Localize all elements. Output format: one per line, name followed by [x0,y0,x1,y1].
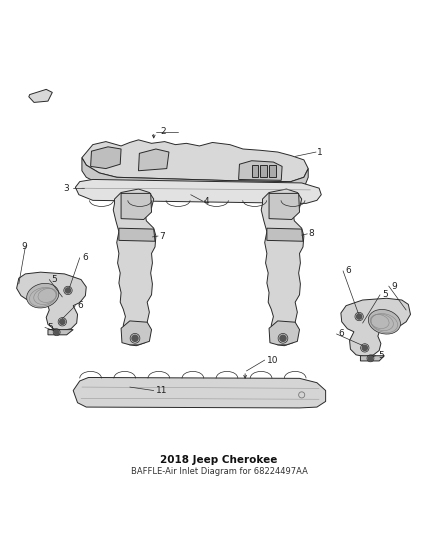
Polygon shape [252,165,258,177]
Polygon shape [17,272,86,330]
Polygon shape [75,180,321,204]
Polygon shape [269,165,276,177]
Polygon shape [260,165,267,177]
Text: 9: 9 [391,281,397,290]
Text: 8: 8 [308,229,314,238]
Circle shape [65,288,71,293]
Polygon shape [360,356,385,361]
Polygon shape [269,321,300,345]
Polygon shape [138,149,169,171]
Polygon shape [261,189,304,346]
Text: 10: 10 [267,356,279,365]
Text: 5: 5 [51,275,57,284]
Circle shape [280,335,286,341]
Circle shape [132,335,138,341]
Text: 6: 6 [82,253,88,262]
Text: 7: 7 [159,231,165,240]
Circle shape [357,314,362,319]
Text: 2018 Jeep Cherokee: 2018 Jeep Cherokee [160,455,278,465]
Polygon shape [121,321,152,345]
Text: 6: 6 [345,266,351,276]
Circle shape [60,319,65,325]
Text: BAFFLE-Air Inlet Diagram for 68224497AA: BAFFLE-Air Inlet Diagram for 68224497AA [131,466,307,475]
Text: 11: 11 [156,386,167,395]
Polygon shape [29,90,52,102]
Text: 4: 4 [204,197,209,206]
Text: 6: 6 [78,301,83,310]
Text: 1: 1 [317,148,323,157]
Text: 5: 5 [382,290,388,300]
Circle shape [368,356,373,360]
Polygon shape [91,147,121,168]
Polygon shape [269,193,300,220]
Ellipse shape [27,284,59,308]
Polygon shape [239,161,282,180]
Polygon shape [82,140,308,182]
Ellipse shape [368,310,400,334]
Circle shape [54,330,59,334]
Text: 6: 6 [339,329,344,338]
Circle shape [362,345,367,351]
Polygon shape [113,189,156,346]
Polygon shape [82,158,308,192]
Text: 3: 3 [63,184,69,192]
Polygon shape [267,228,303,241]
Text: 5: 5 [378,351,384,360]
Polygon shape [121,193,152,220]
Polygon shape [119,228,155,241]
Polygon shape [341,298,410,357]
Polygon shape [73,377,325,408]
Text: 2: 2 [160,127,166,136]
Text: 5: 5 [47,323,53,332]
Text: 9: 9 [21,243,27,252]
Polygon shape [48,329,73,335]
